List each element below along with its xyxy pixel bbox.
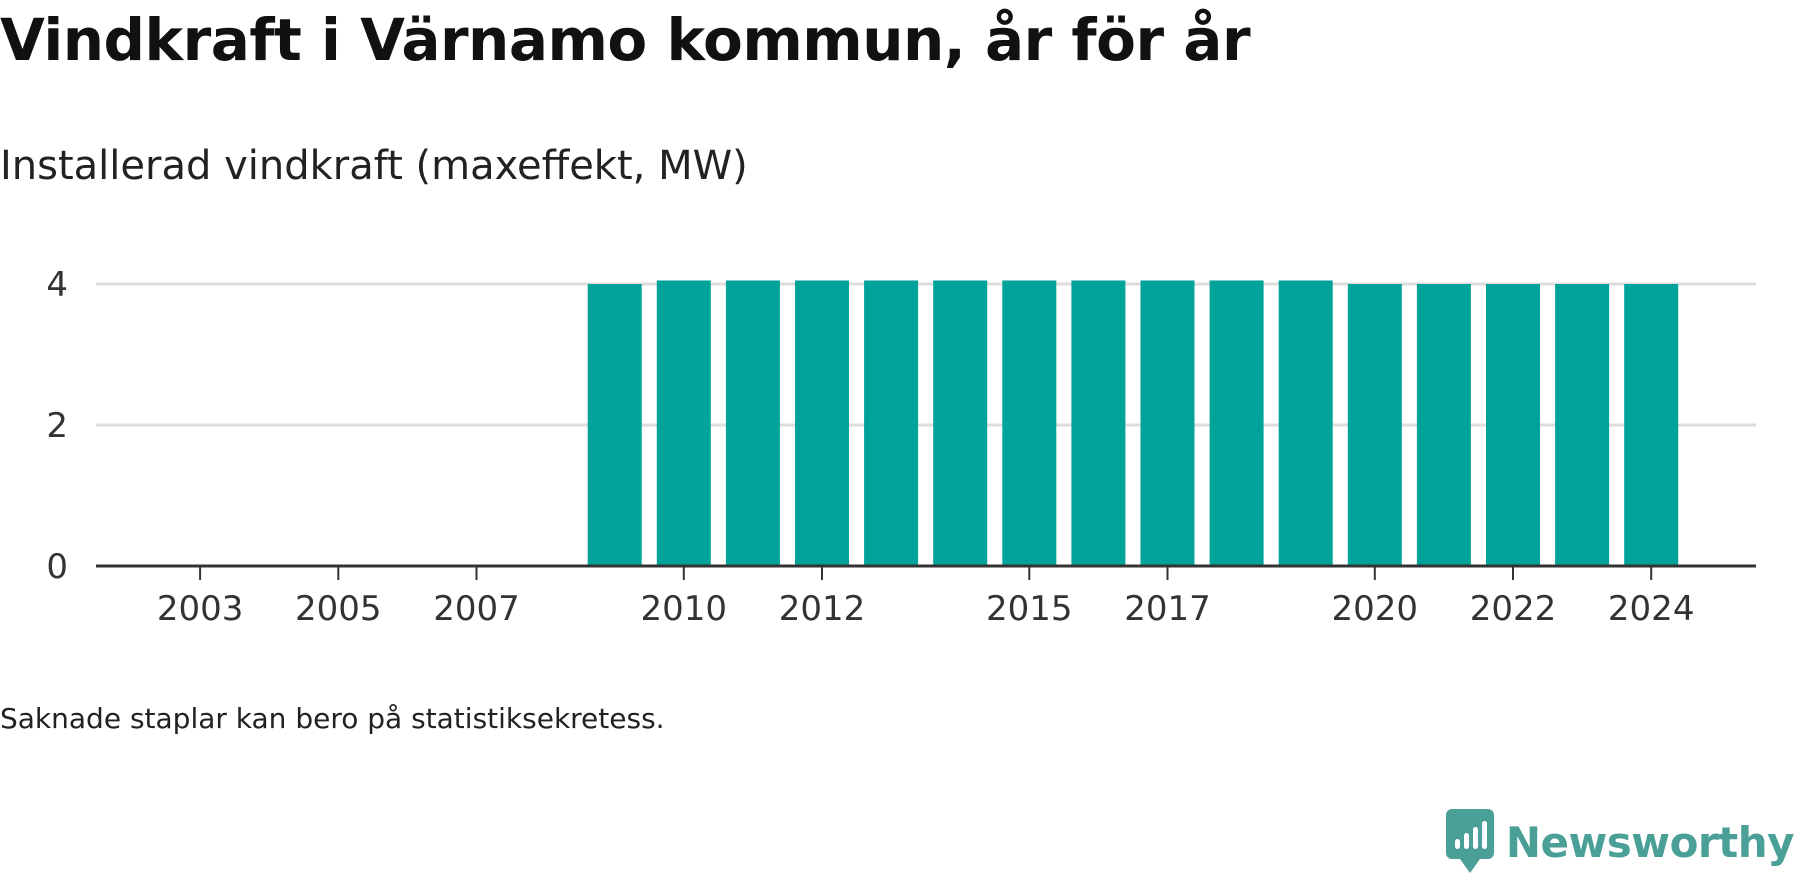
x-tick-label: 2022 xyxy=(1470,589,1557,629)
footnote: Saknade staplar kan bero på statistiksek… xyxy=(0,702,665,735)
bar-2021 xyxy=(1416,284,1471,566)
x-tick-label: 2010 xyxy=(641,589,728,629)
x-axis xyxy=(96,564,1756,580)
bar-2020 xyxy=(1347,284,1402,566)
y-tick-label: 4 xyxy=(46,265,68,305)
x-tick-label: 2012 xyxy=(779,589,866,629)
y-tick-label: 0 xyxy=(46,547,68,587)
x-tick-label: 2017 xyxy=(1124,589,1211,629)
x-axis-labels: 2003 2005 2007 2010 2012 2015 2017 2020 2022 2024 xyxy=(157,589,1695,629)
brand-logo: Newsworthy xyxy=(1445,805,1795,879)
x-tick-label: 2005 xyxy=(295,589,382,629)
bar-2017 xyxy=(1140,280,1195,566)
bar-2018 xyxy=(1209,280,1264,566)
x-tick-label: 2024 xyxy=(1608,589,1695,629)
y-tick-label: 2 xyxy=(46,406,68,446)
bar-2019 xyxy=(1278,280,1333,566)
x-tick-label: 2020 xyxy=(1332,589,1419,629)
x-tick-label: 2007 xyxy=(433,589,520,629)
bar-2024 xyxy=(1624,284,1679,566)
x-tick-label: 2003 xyxy=(157,589,244,629)
chart-title: Vindkraft i Värnamo kommun, år för år xyxy=(0,6,1251,74)
bar-2010 xyxy=(656,280,711,566)
bar-2009 xyxy=(587,284,642,566)
bar-2014 xyxy=(933,280,988,566)
bars xyxy=(587,280,1679,566)
grid-lines xyxy=(96,282,1756,427)
bar-2022 xyxy=(1486,284,1540,566)
bar-2013 xyxy=(864,280,919,566)
bar-2016 xyxy=(1071,280,1126,566)
y-axis-labels: 0 2 4 xyxy=(46,265,68,587)
bar-2015 xyxy=(1002,280,1057,566)
bar-2023 xyxy=(1555,284,1610,566)
newsworthy-logo-icon xyxy=(1445,809,1494,873)
bar-2012 xyxy=(795,280,849,566)
chart-subtitle: Installerad vindkraft (maxeffekt, MW) xyxy=(0,143,748,189)
bar-chart: 0 2 4 2003 2005 2007 2010 2012 2015 2017 2020 2022… xyxy=(46,265,1756,629)
bar-2011 xyxy=(725,280,780,566)
brand-name: Newsworthy xyxy=(1505,817,1795,867)
x-tick-label: 2015 xyxy=(986,589,1073,629)
